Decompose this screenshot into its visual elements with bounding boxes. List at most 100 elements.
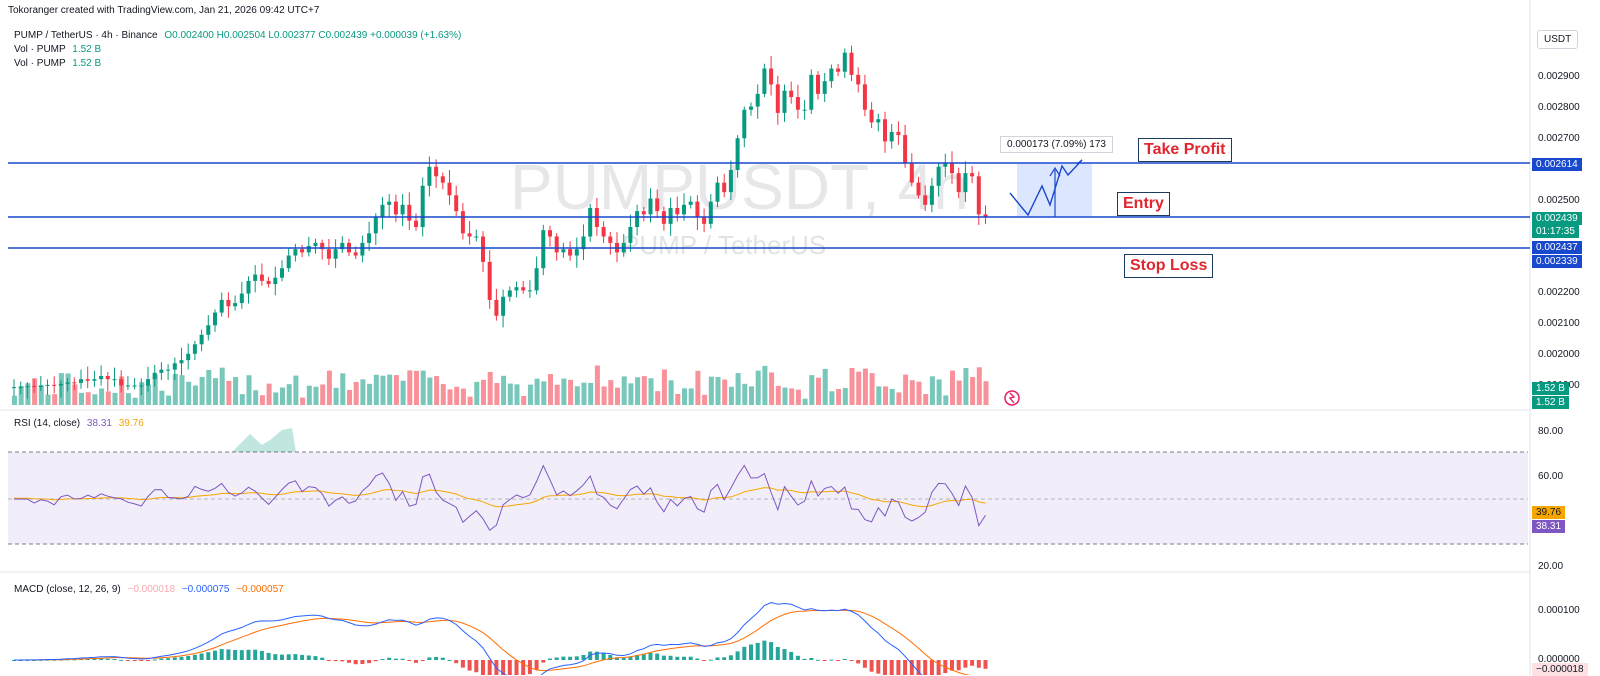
volume-bar [507, 383, 513, 405]
candle-body [380, 204, 385, 218]
macd-histogram-bar [762, 640, 767, 660]
volume-bar [132, 397, 138, 405]
macd-histogram-bar [467, 660, 472, 671]
candle-body [956, 173, 961, 193]
macd-histogram-bar [400, 658, 405, 660]
volume-bar [615, 387, 620, 405]
rsi-tag: 38.31 [1532, 520, 1566, 533]
volume-legend-2[interactable]: Vol · PUMP 1.52 B [14, 58, 101, 69]
volume-bar [534, 378, 540, 405]
take-profit-label[interactable]: Take Profit [1138, 138, 1232, 162]
macd-legend[interactable]: MACD (close, 12, 26, 9) −0.000018 −0.000… [14, 584, 284, 595]
candle-body [675, 207, 680, 215]
macd-histogram-bar [581, 654, 586, 660]
volume-bar [326, 370, 332, 405]
macd-histogram-bar [970, 660, 975, 666]
rsi-tick: 80.00 [1538, 426, 1564, 437]
candle-body [889, 131, 894, 142]
volume-bar [527, 384, 533, 405]
candle-body [266, 280, 271, 285]
volume-bar [668, 380, 674, 405]
candle-body [146, 379, 150, 386]
rsi-ma-value: 39.76 [118, 418, 144, 429]
volume-legend-1[interactable]: Vol · PUMP 1.52 B [14, 44, 101, 55]
macd-histogram-bar [668, 655, 673, 660]
candle-body [259, 274, 264, 281]
stop-loss-label[interactable]: Stop Loss [1124, 254, 1214, 278]
volume-bar [239, 394, 245, 405]
macd-histogram-bar [186, 655, 191, 660]
candle-body [574, 249, 579, 256]
volume-bar [373, 374, 379, 405]
macd-histogram-bar [286, 654, 291, 660]
volume-bar [38, 385, 44, 405]
rsi-ma-tag: 39.76 [1532, 506, 1566, 519]
volume-bar [414, 370, 419, 405]
volume-bar [916, 381, 922, 405]
macd-histogram-bar [481, 660, 485, 675]
candle-body [695, 201, 700, 218]
macd-histogram-bar [849, 660, 854, 661]
volume-bar [769, 372, 775, 405]
macd-histogram-bar [749, 644, 753, 660]
volume-value: 1.52 B [72, 58, 102, 69]
candle-body [132, 385, 137, 387]
macd-histogram-bar [99, 658, 104, 660]
price-tick: 0.002900 [1538, 71, 1580, 82]
candle-body [72, 382, 77, 384]
candle-body [936, 166, 941, 186]
volume-bar [722, 379, 728, 405]
price-tick: 0.002700 [1538, 133, 1580, 144]
volume-bar [92, 394, 98, 405]
candle-body [166, 369, 171, 371]
symbol-legend[interactable]: PUMP / TetherUS · 4h · Binance O0.002400… [14, 30, 461, 41]
rsi-legend[interactable]: RSI (14, close) 38.31 39.76 [14, 418, 144, 429]
candle-body [742, 109, 747, 139]
volume-bar [876, 386, 882, 405]
macd-histogram-bar [414, 660, 418, 663]
candle-body [393, 201, 398, 215]
candle-body [407, 204, 412, 221]
macd-histogram-bar [112, 659, 117, 661]
macd-histogram-bar [407, 660, 412, 661]
volume-bar [963, 368, 969, 405]
currency-button[interactable]: USDT [1537, 30, 1579, 49]
entry-label[interactable]: Entry [1117, 192, 1170, 216]
volume-bar [735, 373, 741, 405]
candle-body [45, 384, 50, 386]
volume-bar [253, 390, 259, 405]
volume-bar [474, 381, 480, 405]
volume-bar [206, 369, 212, 405]
volume-bar [280, 387, 285, 405]
macd-histogram-bar [474, 660, 479, 673]
macd-histogram-bar [963, 660, 968, 668]
candle-body [588, 207, 593, 237]
volume-bar [903, 374, 909, 405]
volume-bar [923, 394, 929, 405]
volume-bar [434, 376, 440, 405]
volume-bar [333, 387, 339, 405]
candle-body [782, 90, 787, 113]
macd-histogram-bar [179, 656, 184, 660]
macd-histogram-bar [213, 650, 217, 660]
candle-body [762, 68, 767, 94]
macd-histogram-bar [320, 657, 325, 660]
volume-bar [353, 381, 359, 405]
volume-bar [889, 388, 895, 405]
volume-bar [233, 376, 239, 405]
macd-signal-line [14, 609, 971, 675]
macd-histogram-bar [983, 660, 988, 669]
macd-histogram-bar [950, 660, 954, 671]
macd-histogram-bar [105, 658, 110, 660]
macd-histogram-bar [353, 660, 358, 665]
macd-histogram-bar [333, 660, 338, 662]
candle-body [903, 135, 908, 164]
volume-bar [648, 378, 654, 405]
macd-histogram-bar [192, 654, 197, 660]
candle-body [775, 84, 780, 113]
volume-bar [360, 379, 366, 405]
volume-bar [320, 384, 326, 405]
macd-histogram-bar [548, 658, 552, 660]
macd-histogram-bar [300, 654, 305, 660]
